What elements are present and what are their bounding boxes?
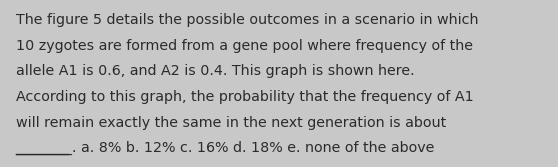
Text: According to this graph, the probability that the frequency of A1: According to this graph, the probability…: [16, 90, 473, 104]
Text: ________. a. 8% b. 12% c. 16% d. 18% e. none of the above: ________. a. 8% b. 12% c. 16% d. 18% e. …: [16, 141, 435, 155]
Text: The figure 5 details the possible outcomes in a scenario in which: The figure 5 details the possible outcom…: [16, 13, 478, 27]
Text: will remain exactly the same in the next generation is about: will remain exactly the same in the next…: [16, 116, 446, 130]
Text: allele A1 is 0.6, and A2 is 0.4. This graph is shown here.: allele A1 is 0.6, and A2 is 0.4. This gr…: [16, 64, 414, 78]
Text: 10 zygotes are formed from a gene pool where frequency of the: 10 zygotes are formed from a gene pool w…: [16, 39, 473, 53]
